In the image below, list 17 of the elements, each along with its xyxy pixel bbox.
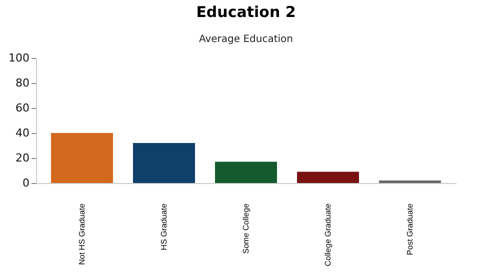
y-tick-label: 40 [16, 126, 30, 140]
y-tick-label: 100 [8, 52, 30, 64]
chart-title: Education 2 [196, 3, 296, 21]
bar [51, 133, 113, 183]
y-tick-label: 20 [16, 152, 30, 164]
y-tick-label: 0 [22, 176, 30, 190]
x-tick-label: Post Graduate [406, 202, 414, 256]
y-tick-label: 60 [16, 102, 30, 114]
x-tick-label: Some College [242, 202, 250, 254]
chart-subtitle: Average Education [198, 34, 294, 45]
x-tick-label: HS Graduate [160, 202, 168, 250]
x-tick-label: Not HS Graduate [78, 202, 86, 265]
bar [215, 162, 277, 183]
y-tick-label: 80 [16, 76, 30, 90]
bar [297, 172, 359, 183]
x-tick-label: College Graduate [324, 202, 332, 266]
bar [133, 143, 195, 183]
